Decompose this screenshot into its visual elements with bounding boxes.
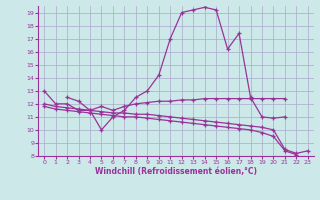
X-axis label: Windchill (Refroidissement éolien,°C): Windchill (Refroidissement éolien,°C) — [95, 167, 257, 176]
